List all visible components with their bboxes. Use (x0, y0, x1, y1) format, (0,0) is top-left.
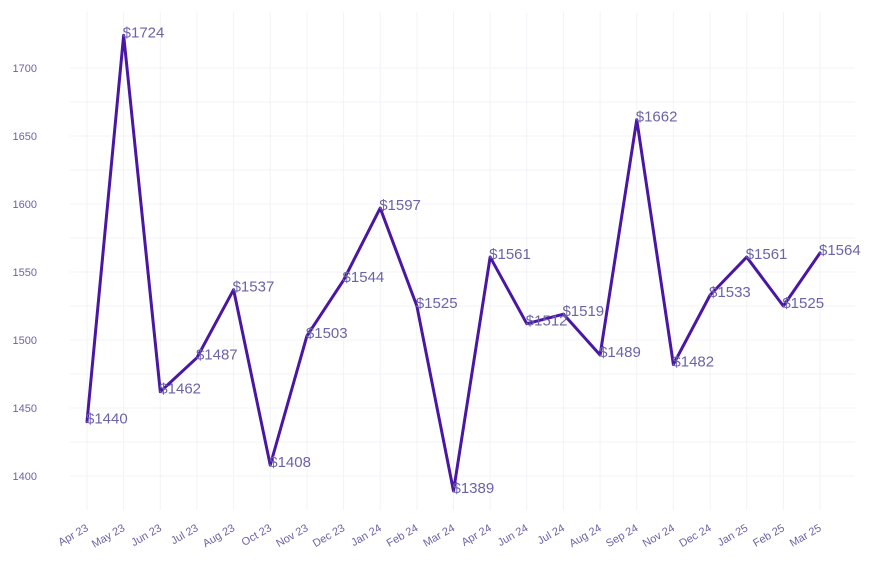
data-label: $1561 (746, 246, 788, 263)
x-tick-label: Aug 23 (201, 522, 237, 550)
data-label: $1597 (379, 197, 421, 214)
x-tick-label: Sep 24 (604, 522, 640, 550)
data-label: $1462 (159, 381, 201, 398)
x-tick-label: Dec 23 (311, 522, 347, 550)
data-label: $1662 (636, 109, 678, 126)
x-tick-label: Dec 24 (677, 522, 713, 550)
data-label: $1525 (416, 295, 458, 312)
x-tick-label: Aug 24 (567, 522, 603, 550)
x-tick-label: Feb 25 (751, 522, 787, 550)
data-label: $1389 (453, 480, 495, 497)
x-tick-label: Oct 23 (240, 522, 274, 549)
y-tick-label: 1550 (13, 267, 37, 279)
x-tick-label: Mar 24 (421, 522, 457, 550)
data-label: $1519 (562, 303, 604, 320)
y-tick-label: 1650 (13, 131, 37, 143)
x-tick-label: Jun 23 (129, 522, 164, 549)
x-tick-label: Feb 24 (385, 522, 421, 550)
y-tick-label: 1400 (13, 471, 37, 483)
data-label: $1561 (489, 246, 531, 263)
x-tick-label: Nov 24 (641, 522, 677, 550)
x-tick-label: Nov 23 (274, 522, 310, 550)
x-tick-label: May 23 (90, 522, 127, 550)
data-labels: $1440 $1724 $1462 $1487 $1537 $1408 $1503 $1544… (86, 24, 861, 497)
y-tick-label: 1500 (13, 335, 37, 347)
data-label: $1537 (233, 279, 275, 296)
series-line-group (85, 33, 822, 493)
y-tick-label: 1450 (13, 403, 37, 415)
x-tick-label: Jun 24 (496, 522, 531, 549)
x-tick-label: Jan 24 (349, 522, 384, 549)
y-tick-label: 1600 (13, 199, 37, 211)
data-label: $1564 (819, 242, 861, 259)
data-label: $1525 (782, 295, 824, 312)
data-label: $1440 (86, 411, 128, 428)
x-tick-label: Apr 23 (56, 522, 90, 549)
y-tick-label: 1700 (13, 63, 37, 75)
data-label: $1544 (343, 269, 385, 286)
data-label: $1503 (306, 325, 348, 342)
x-tick-label: Apr 24 (460, 522, 494, 549)
data-label: $1533 (709, 284, 751, 301)
x-tick-label: Jul 23 (169, 522, 200, 547)
data-label: $1482 (672, 353, 714, 370)
data-label: $1489 (599, 344, 641, 361)
y-axis: 1400 1450 1500 1550 1600 1650 1700 (13, 63, 37, 483)
x-tick-label: Jul 24 (536, 522, 567, 547)
data-label: $1408 (269, 454, 311, 471)
data-label: $1724 (123, 24, 165, 41)
x-axis: Apr 23 May 23 Jun 23 Jul 23 Aug 23 Oct 23 Nov … (56, 522, 823, 550)
data-label: $1512 (526, 313, 568, 330)
x-tick-label: Mar 25 (788, 522, 824, 550)
data-label: $1487 (196, 347, 238, 364)
series-line (85, 33, 822, 493)
x-tick-label: Jan 25 (716, 522, 751, 549)
